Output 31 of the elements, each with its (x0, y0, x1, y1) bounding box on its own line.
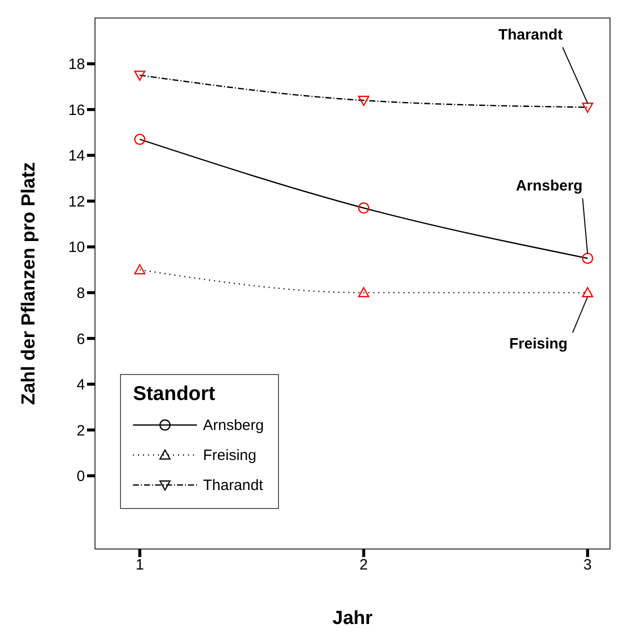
text: Freising (509, 336, 568, 353)
point (582, 287, 594, 298)
y-tick-label: 0 (76, 468, 85, 486)
point (134, 264, 146, 274)
legend-title: Standort (133, 383, 216, 406)
x-tick-label: 1 (136, 556, 144, 574)
point (134, 70, 146, 81)
y-tick-label: 12 (68, 193, 85, 210)
y-tick-label: 16 (68, 102, 85, 119)
text: Arnsberg (516, 177, 583, 194)
y-tick-label: 8 (76, 284, 85, 302)
point (134, 134, 146, 145)
y-tick-label: 6 (76, 330, 85, 348)
y-axis-title: Zahl der Pflanzen pro Platz (18, 162, 40, 405)
y-tick-label: 10 (68, 239, 85, 256)
x-axis-title: Jahr (332, 608, 374, 629)
point (358, 287, 370, 298)
x-tick-label: 2 (360, 556, 368, 574)
y-tick-label: 2 (76, 422, 85, 440)
point (358, 96, 370, 106)
point (582, 102, 594, 113)
x-tick-label: 3 (583, 556, 592, 574)
y-tick-label: 18 (68, 56, 85, 74)
text: Tharandt (498, 26, 563, 44)
y-tick-label: 4 (76, 376, 85, 394)
y-tick-label: 14 (68, 148, 85, 165)
point (358, 202, 370, 214)
legend-label: Freising (203, 446, 256, 464)
legend-label: Arnsberg (203, 416, 264, 434)
point (582, 252, 594, 264)
legend-label: Tharandt (203, 476, 264, 494)
